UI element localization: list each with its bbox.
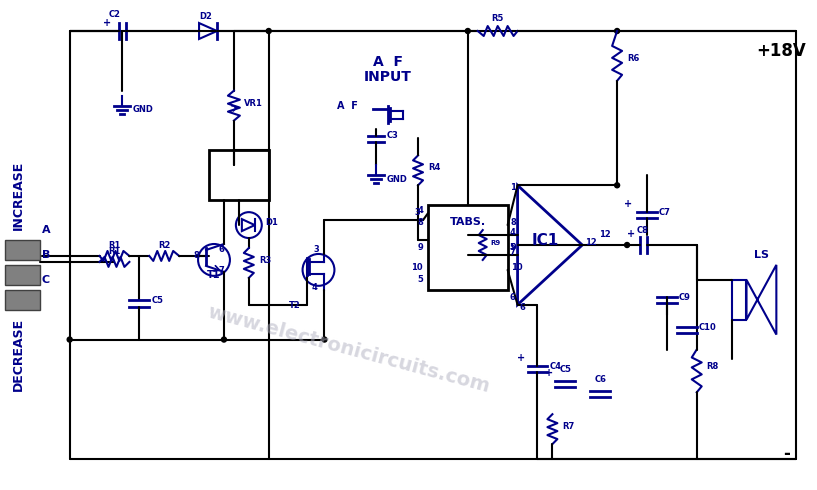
Text: DECREASE: DECREASE — [11, 318, 25, 391]
Circle shape — [221, 337, 226, 342]
Text: C6: C6 — [594, 375, 606, 384]
Text: C8: C8 — [637, 226, 649, 235]
Text: 9: 9 — [417, 243, 423, 252]
Circle shape — [614, 183, 619, 188]
Text: B: B — [42, 250, 50, 260]
Text: A  F: A F — [373, 55, 403, 69]
Circle shape — [67, 337, 72, 342]
Text: R1: R1 — [109, 247, 121, 256]
Text: R2: R2 — [158, 241, 171, 250]
Text: C9: C9 — [679, 293, 690, 302]
Text: R8: R8 — [707, 363, 719, 371]
Circle shape — [322, 337, 327, 342]
Text: R6: R6 — [627, 54, 640, 63]
Text: C7: C7 — [659, 208, 671, 217]
Text: GND: GND — [132, 105, 154, 114]
Bar — [5, 265, 40, 285]
Text: VR1: VR1 — [243, 98, 263, 108]
Bar — [5, 240, 40, 260]
Circle shape — [624, 243, 630, 247]
Text: IC1: IC1 — [532, 233, 559, 248]
Text: C5: C5 — [560, 366, 571, 374]
Text: 3: 3 — [314, 245, 319, 254]
Text: TABS.: TABS. — [449, 217, 486, 227]
Text: 10: 10 — [511, 263, 522, 272]
Text: 12: 12 — [600, 230, 611, 239]
Bar — [428, 205, 507, 290]
Text: 6: 6 — [510, 293, 516, 302]
Text: C4: C4 — [549, 363, 561, 371]
Text: R7: R7 — [562, 422, 574, 431]
Text: 7: 7 — [219, 266, 225, 275]
Text: 1: 1 — [510, 183, 516, 192]
Text: 5: 5 — [417, 275, 423, 284]
Text: +: + — [517, 353, 525, 364]
Text: 5: 5 — [510, 243, 516, 252]
Text: 12: 12 — [585, 238, 597, 247]
Text: LS: LS — [754, 250, 769, 260]
Text: 8: 8 — [417, 218, 423, 227]
Text: 4: 4 — [311, 283, 318, 292]
Text: 8: 8 — [511, 218, 516, 227]
Text: 4: 4 — [417, 206, 423, 215]
Text: +: + — [627, 229, 635, 239]
Circle shape — [466, 28, 471, 33]
Text: INCREASE: INCREASE — [11, 161, 25, 230]
Text: 10: 10 — [412, 263, 423, 272]
Text: 9: 9 — [511, 243, 516, 252]
Text: R1: R1 — [109, 241, 121, 250]
Text: +: + — [104, 18, 111, 28]
Text: R9: R9 — [491, 240, 501, 246]
Text: A  F: A F — [337, 100, 359, 111]
Text: R5: R5 — [492, 14, 504, 23]
Text: 3: 3 — [414, 208, 420, 217]
Text: D2: D2 — [199, 12, 212, 21]
Text: T1: T1 — [208, 270, 221, 280]
Text: C: C — [42, 275, 50, 285]
Text: R4: R4 — [428, 163, 440, 172]
Text: INPUT: INPUT — [364, 70, 412, 84]
Text: 6: 6 — [520, 303, 525, 312]
Text: +18V: +18V — [757, 42, 806, 60]
Bar — [209, 150, 269, 200]
Text: 8: 8 — [194, 251, 199, 260]
Text: +: + — [545, 368, 553, 378]
Text: A: A — [42, 225, 51, 235]
Text: C2: C2 — [109, 10, 120, 19]
Bar — [5, 290, 40, 310]
Text: 4: 4 — [510, 228, 516, 237]
Text: C5: C5 — [151, 296, 163, 305]
Text: T2: T2 — [288, 301, 301, 310]
Text: 7: 7 — [510, 248, 516, 257]
Text: www.electronicircuits.com: www.electronicircuits.com — [205, 303, 492, 396]
Text: +: + — [624, 199, 632, 209]
Circle shape — [266, 28, 271, 33]
Text: R3: R3 — [259, 256, 271, 265]
Text: GND: GND — [386, 175, 407, 184]
Text: -: - — [783, 445, 790, 463]
Text: C10: C10 — [699, 322, 717, 332]
Text: 6: 6 — [219, 245, 225, 254]
Text: C3: C3 — [386, 131, 398, 141]
Text: D1: D1 — [265, 218, 278, 227]
Circle shape — [614, 28, 619, 33]
Bar — [731, 280, 747, 319]
